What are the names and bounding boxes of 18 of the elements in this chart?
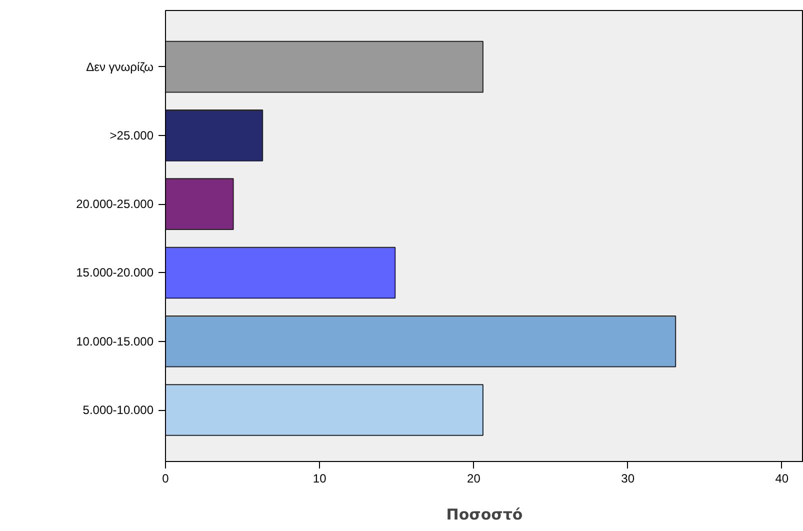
x-tick-label: 20 [467, 472, 481, 486]
y-tick-label: 20.000-25.000 [76, 197, 154, 212]
bar [166, 315, 676, 368]
x-tick-label: 30 [621, 472, 635, 486]
bar [166, 246, 396, 299]
y-tick-label: 10.000-15.000 [76, 334, 154, 348]
bar [166, 384, 484, 436]
x-axis-title: Ποσοστό [446, 506, 523, 524]
bar [166, 110, 264, 162]
y-tick-label: 5.000-10.000 [82, 403, 154, 418]
bar [166, 178, 234, 230]
x-tick-label: 10 [312, 472, 327, 486]
bar [166, 40, 484, 93]
y-tick-label: 15.000-20.000 [76, 266, 154, 280]
x-tick-label: 40 [775, 472, 789, 486]
y-tick-label: Δεν γνωρίζω [86, 60, 154, 74]
x-tick-label: 0 [162, 472, 170, 486]
y-tick-label: >25.000 [110, 128, 154, 142]
